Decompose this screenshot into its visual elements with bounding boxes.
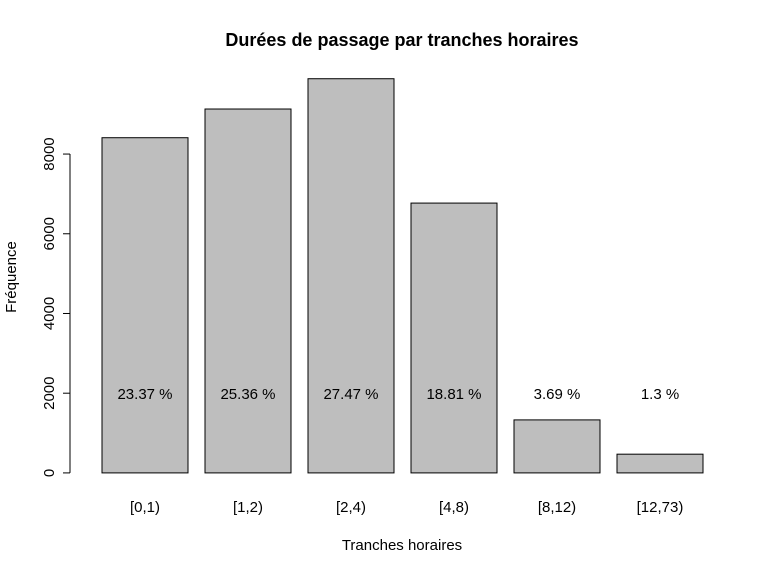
y-tick-label: 8000 <box>41 137 58 170</box>
bar <box>307 78 395 474</box>
x-tick-label: [12,73) <box>637 499 684 516</box>
bar-annotation: 18.81 % <box>426 386 481 403</box>
x-tick-label: [8,12) <box>538 499 576 516</box>
bar-annotation: 1.3 % <box>641 386 679 403</box>
y-tick-label: 0 <box>41 469 58 477</box>
bar <box>513 419 601 474</box>
bar <box>616 453 704 474</box>
chart-title: Durées de passage par tranches horaires <box>225 30 578 50</box>
x-axis-label: Tranches horaires <box>342 537 462 554</box>
bar-annotation: 27.47 % <box>323 386 378 403</box>
y-tick-label: 4000 <box>41 297 58 330</box>
bar <box>101 137 189 474</box>
y-tick-label: 2000 <box>41 377 58 410</box>
bar <box>410 202 498 474</box>
bar <box>204 108 292 474</box>
x-tick-label: [1,2) <box>233 499 263 516</box>
x-tick-label: [2,4) <box>336 499 366 516</box>
bar-annotation: 23.37 % <box>117 386 172 403</box>
bar-annotation: 25.36 % <box>220 386 275 403</box>
x-tick-label: [0,1) <box>130 499 160 516</box>
bar-annotation: 3.69 % <box>534 386 581 403</box>
y-axis-label: Fréquence <box>3 241 20 313</box>
x-tick-label: [4,8) <box>439 499 469 516</box>
y-tick-label: 6000 <box>41 217 58 250</box>
